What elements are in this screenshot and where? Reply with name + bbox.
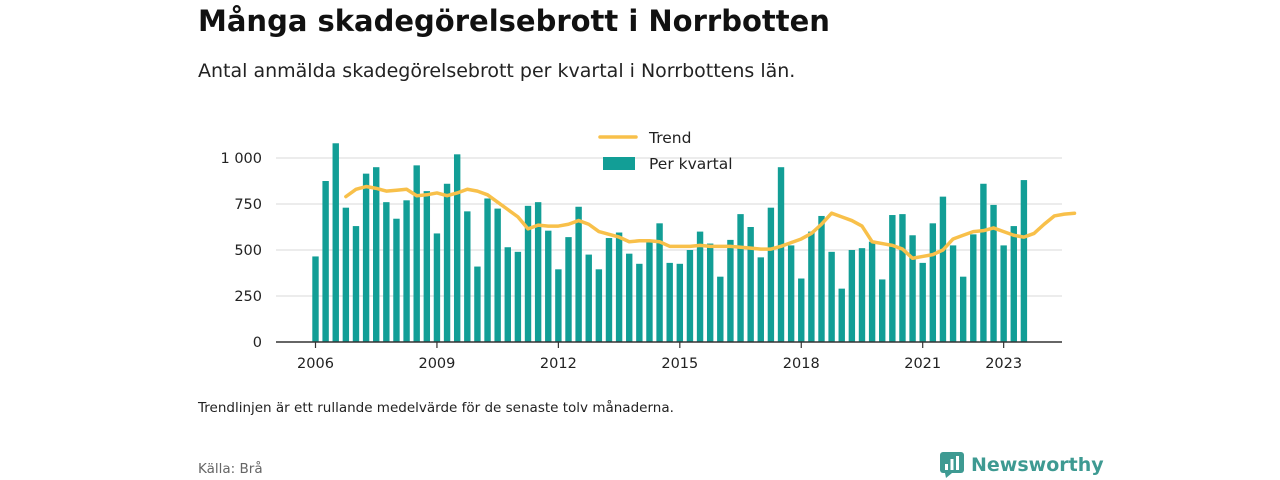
x-tick-label: 2015 <box>661 356 698 372</box>
bar <box>352 226 360 342</box>
bar <box>899 214 906 342</box>
bar <box>1000 245 1007 342</box>
bar <box>959 276 967 342</box>
bar <box>615 232 623 342</box>
legend-bar-swatch <box>603 157 635 170</box>
bar <box>808 231 815 342</box>
bar <box>1020 180 1028 342</box>
bar <box>727 239 734 342</box>
bar <box>656 223 663 342</box>
y-tick-label: 1 000 <box>220 151 262 167</box>
bar <box>373 167 380 342</box>
x-tick-label: 2009 <box>418 356 455 372</box>
bar <box>575 206 582 342</box>
y-tick-label: 0 <box>253 335 262 351</box>
bar <box>757 257 764 342</box>
bar <box>524 205 532 342</box>
x-tick-label: 2012 <box>540 356 577 372</box>
source-label: Källa: Brå <box>198 461 263 477</box>
bar <box>868 241 876 342</box>
bar <box>555 269 562 342</box>
legend-trend-label: Trend <box>648 129 691 147</box>
bar <box>676 263 684 342</box>
bar <box>626 253 633 342</box>
bar-series <box>312 143 1028 342</box>
bar <box>504 247 511 342</box>
x-tick-label: 2023 <box>985 356 1022 372</box>
bar <box>413 165 420 342</box>
bar <box>393 218 400 342</box>
bar <box>828 251 835 342</box>
x-tick-label: 2006 <box>297 356 334 372</box>
bar <box>848 250 856 342</box>
x-axis-ticks: 2006 2009 2012 2015 2018 2021 2023 <box>297 342 1022 372</box>
y-tick-label: 750 <box>234 197 262 213</box>
bar <box>777 167 785 342</box>
bar <box>980 183 987 342</box>
newsworthy-logo-icon <box>940 452 964 478</box>
y-tick-label: 250 <box>234 289 262 305</box>
bar <box>433 233 441 342</box>
bar <box>737 214 744 342</box>
bar <box>818 215 825 342</box>
bar <box>322 181 329 342</box>
bar <box>534 202 542 342</box>
bar <box>464 211 471 342</box>
x-tick-label: 2018 <box>783 356 820 372</box>
bar <box>342 207 350 342</box>
bar <box>443 183 451 342</box>
brand-name: Newsworthy <box>971 454 1104 476</box>
footnote: Trendlinjen är ett rullande medelvärde f… <box>198 400 674 416</box>
bar <box>423 191 431 342</box>
bar <box>787 245 795 342</box>
bar <box>717 276 724 342</box>
bar <box>494 208 501 342</box>
bar <box>453 154 461 342</box>
bar <box>686 250 694 342</box>
bar <box>949 245 957 342</box>
bar <box>858 248 866 342</box>
bar <box>798 278 805 342</box>
y-tick-label: 500 <box>234 243 262 259</box>
bar <box>646 239 653 342</box>
bar <box>1010 226 1017 342</box>
bar <box>383 202 390 342</box>
bar <box>403 200 410 342</box>
bar <box>706 243 714 342</box>
bar <box>332 143 339 342</box>
bar <box>838 288 845 342</box>
bar <box>565 237 572 342</box>
bar <box>929 223 937 342</box>
bar <box>889 215 896 342</box>
bar <box>595 269 603 342</box>
bar <box>474 266 481 342</box>
bar <box>879 279 886 342</box>
trend-line <box>344 184 1077 261</box>
chart-title: Många skadegörelsebrott i Norrbotten <box>198 4 830 38</box>
legend-bar-label: Per kvartal <box>649 155 733 173</box>
bar <box>666 262 673 342</box>
bar <box>909 235 916 342</box>
bar <box>990 204 997 342</box>
bar <box>636 263 643 342</box>
bar <box>484 198 491 342</box>
bar <box>747 227 754 342</box>
x-tick-label: 2021 <box>904 356 941 372</box>
y-axis-ticks: 0 250 500 750 1 000 <box>220 151 262 351</box>
bar <box>696 231 704 342</box>
chart-area: 0 250 500 750 1 000 2006 2009 2012 2015 2018 2021… <box>220 129 1077 372</box>
brand-logo: Newsworthy <box>940 452 1104 478</box>
bar <box>919 262 926 342</box>
chart-subtitle: Antal anmälda skadegörelsebrott per kvar… <box>198 60 796 82</box>
bar <box>362 173 370 342</box>
bar <box>585 254 592 342</box>
bar <box>605 238 613 342</box>
bar <box>939 196 947 342</box>
bar <box>545 230 552 342</box>
bar <box>970 234 977 342</box>
bar <box>767 207 775 342</box>
bar <box>514 251 522 342</box>
legend: Trend Per kvartal <box>598 129 733 173</box>
bar <box>312 256 319 342</box>
